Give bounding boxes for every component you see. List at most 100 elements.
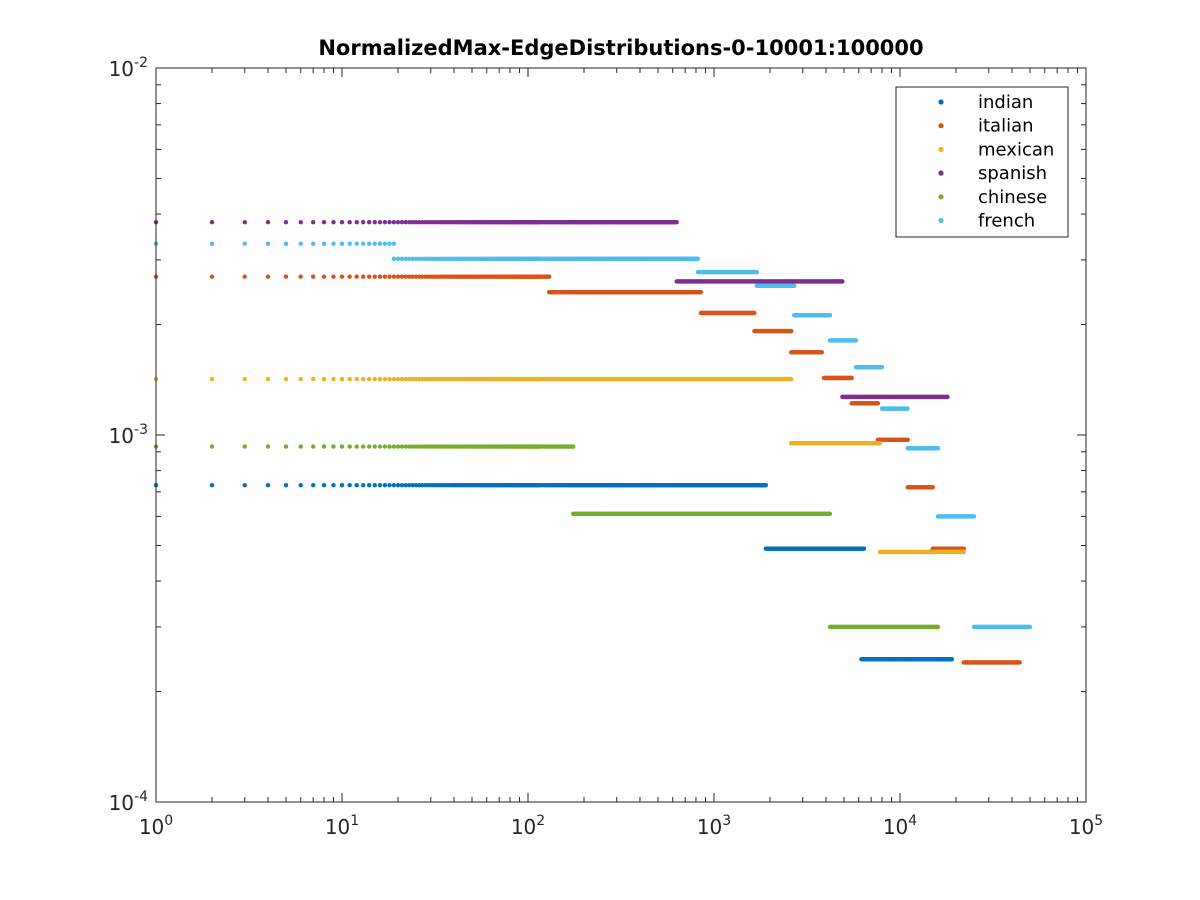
data-point (360, 241, 366, 246)
data-point (391, 241, 397, 246)
legend-label-mexican: mexican (978, 139, 1054, 160)
data-point (283, 220, 289, 225)
data-point (372, 376, 377, 382)
data-point (242, 220, 247, 225)
data-point (242, 444, 247, 449)
data-point (372, 482, 377, 488)
x-tick-label: 105 (1069, 813, 1103, 839)
data-point (265, 220, 271, 225)
data-point (310, 376, 316, 382)
data-point (377, 444, 383, 449)
data-point (395, 444, 401, 449)
data-point (354, 482, 359, 488)
series-indian (153, 482, 955, 662)
data-point (399, 444, 405, 449)
data-point (410, 274, 415, 279)
data-point (788, 376, 794, 382)
data-point (853, 338, 859, 343)
data-point (366, 220, 372, 225)
data-point (399, 256, 405, 262)
data-point (331, 274, 336, 279)
data-point (310, 241, 316, 246)
data-point (321, 444, 327, 449)
data-point (347, 274, 352, 279)
data-point (391, 256, 397, 262)
data-point (298, 274, 303, 279)
data-point (283, 376, 289, 382)
x-tick-label-exponent: 1 (350, 813, 359, 829)
data-point (372, 274, 377, 279)
data-point (265, 376, 271, 382)
legend-marker-indian (938, 99, 944, 105)
data-point (321, 220, 327, 225)
data-point (298, 241, 303, 246)
data-point (840, 279, 845, 284)
x-tick-label: 101 (325, 813, 359, 839)
data-point (861, 546, 867, 551)
data-point (347, 482, 352, 488)
data-point (298, 376, 303, 382)
data-point (403, 482, 408, 488)
data-point (331, 376, 336, 382)
series-italian (153, 274, 1022, 665)
data-point (413, 482, 419, 488)
data-point (382, 274, 388, 279)
data-point (945, 394, 950, 400)
data-point (382, 376, 388, 382)
data-point (331, 444, 336, 449)
data-point (331, 241, 336, 246)
data-point (354, 444, 359, 449)
data-point (339, 274, 345, 279)
data-point (331, 220, 336, 225)
data-point (905, 437, 910, 443)
data-point (395, 274, 401, 279)
data-point (391, 482, 397, 488)
data-point (310, 482, 316, 488)
data-point (347, 376, 352, 382)
data-point (265, 444, 271, 449)
data-point (387, 241, 392, 246)
data-point (360, 482, 366, 488)
legend-marker-italian (938, 123, 944, 129)
data-point (283, 274, 289, 279)
data-point (935, 446, 941, 451)
data-point (395, 482, 401, 488)
data-point (416, 274, 422, 279)
data-point (391, 274, 397, 279)
data-point (366, 376, 372, 382)
data-point (387, 220, 392, 225)
data-point (377, 220, 383, 225)
data-point (339, 482, 345, 488)
data-point (416, 482, 422, 488)
data-point (399, 274, 405, 279)
data-point (391, 220, 397, 225)
x-tick-label-exponent: 2 (536, 813, 545, 829)
data-point (698, 289, 704, 295)
y-tick-label-base: 10 (109, 57, 134, 81)
data-point (410, 482, 415, 488)
data-point (382, 241, 388, 246)
data-point (372, 241, 377, 246)
x-tick-label-base: 10 (511, 815, 536, 839)
data-point (827, 511, 833, 516)
y-tick-label: 10-3 (109, 422, 148, 448)
data-point (905, 406, 910, 411)
data-point (321, 274, 327, 279)
data-point (879, 365, 885, 370)
data-point (321, 482, 327, 488)
data-point (377, 376, 383, 382)
data-point (674, 220, 679, 225)
data-point (372, 220, 377, 225)
data-point (413, 274, 419, 279)
data-point (360, 220, 366, 225)
data-point (298, 220, 303, 225)
data-point (209, 376, 215, 382)
data-point (971, 514, 977, 519)
data-point (209, 220, 215, 225)
y-tick-label-base: 10 (109, 424, 134, 448)
data-point (399, 376, 405, 382)
data-point (571, 444, 576, 449)
data-point (366, 274, 372, 279)
legend-marker-french (938, 217, 944, 224)
